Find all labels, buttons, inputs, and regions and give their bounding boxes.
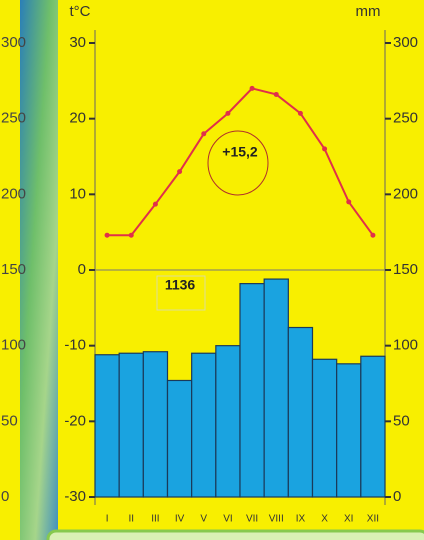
bar [264, 279, 288, 497]
y2-tick-label: 0 [393, 488, 401, 505]
temperature-point [322, 146, 327, 151]
background-label: 250 [1, 110, 26, 127]
x-tick-label: IX [296, 514, 306, 525]
x-tick-label: X [321, 514, 328, 525]
y-tick-label: -20 [64, 412, 86, 429]
x-tick-label: XII [367, 514, 379, 525]
bar [216, 346, 240, 497]
y2-axis-label: mm [356, 3, 381, 20]
y2-tick-label: 50 [393, 412, 410, 429]
x-tick-label: VI [223, 514, 232, 525]
temperature-point [105, 233, 110, 238]
temperature-point [153, 202, 158, 207]
background-label: 150 [1, 261, 26, 278]
y-tick-label: 10 [69, 185, 86, 202]
temperature-point [250, 86, 255, 91]
y2-tick-label: 300 [393, 34, 418, 51]
x-tick-label: XI [344, 514, 353, 525]
temperature-point [370, 233, 375, 238]
bar [95, 355, 119, 497]
temperature-point [201, 131, 206, 136]
y-tick-label: -10 [64, 337, 86, 354]
temperature-point [298, 111, 303, 116]
background-label: 0 [1, 488, 9, 505]
annual-precipitation: 1136 [165, 277, 196, 293]
y-tick-label: 30 [69, 34, 86, 51]
bar [313, 359, 337, 497]
y2-tick-label: 150 [393, 261, 418, 278]
x-tick-label: VII [246, 514, 258, 525]
y-tick-label: 20 [69, 110, 86, 127]
background-label: 100 [1, 337, 26, 354]
x-tick-label: II [128, 514, 134, 525]
y2-tick-label: 200 [393, 185, 418, 202]
bar [143, 352, 167, 497]
bar [192, 353, 216, 497]
bar [240, 284, 264, 497]
info-panel [48, 531, 424, 540]
temperature-point [177, 169, 182, 174]
temperature-point [225, 111, 230, 116]
x-tick-label: V [200, 514, 207, 525]
background-label: 300 [1, 34, 26, 51]
x-tick-label: IV [175, 514, 185, 525]
y-tick-label: -30 [64, 488, 86, 505]
background-label: 50 [1, 412, 18, 429]
y2-tick-label: 250 [393, 110, 418, 127]
temperature-point [346, 199, 351, 204]
x-tick-label: VIII [269, 514, 284, 525]
temperature-point [129, 233, 134, 238]
x-tick-label: III [151, 514, 159, 525]
climate-chart-screenshot: t°C mm +15,2 1136 3002502001501005003020… [0, 0, 424, 540]
y-axis-label: t°C [70, 3, 91, 20]
x-tick-label: I [106, 514, 109, 525]
y2-tick-label: 100 [393, 337, 418, 354]
bar [288, 328, 312, 497]
mean-temperature: +15,2 [222, 144, 258, 160]
background-label: 200 [1, 185, 26, 202]
temperature-point [274, 92, 279, 97]
bar [337, 364, 361, 497]
bar [168, 380, 192, 497]
bar [361, 356, 385, 497]
bar [119, 353, 143, 497]
y-tick-label: 0 [78, 261, 86, 278]
